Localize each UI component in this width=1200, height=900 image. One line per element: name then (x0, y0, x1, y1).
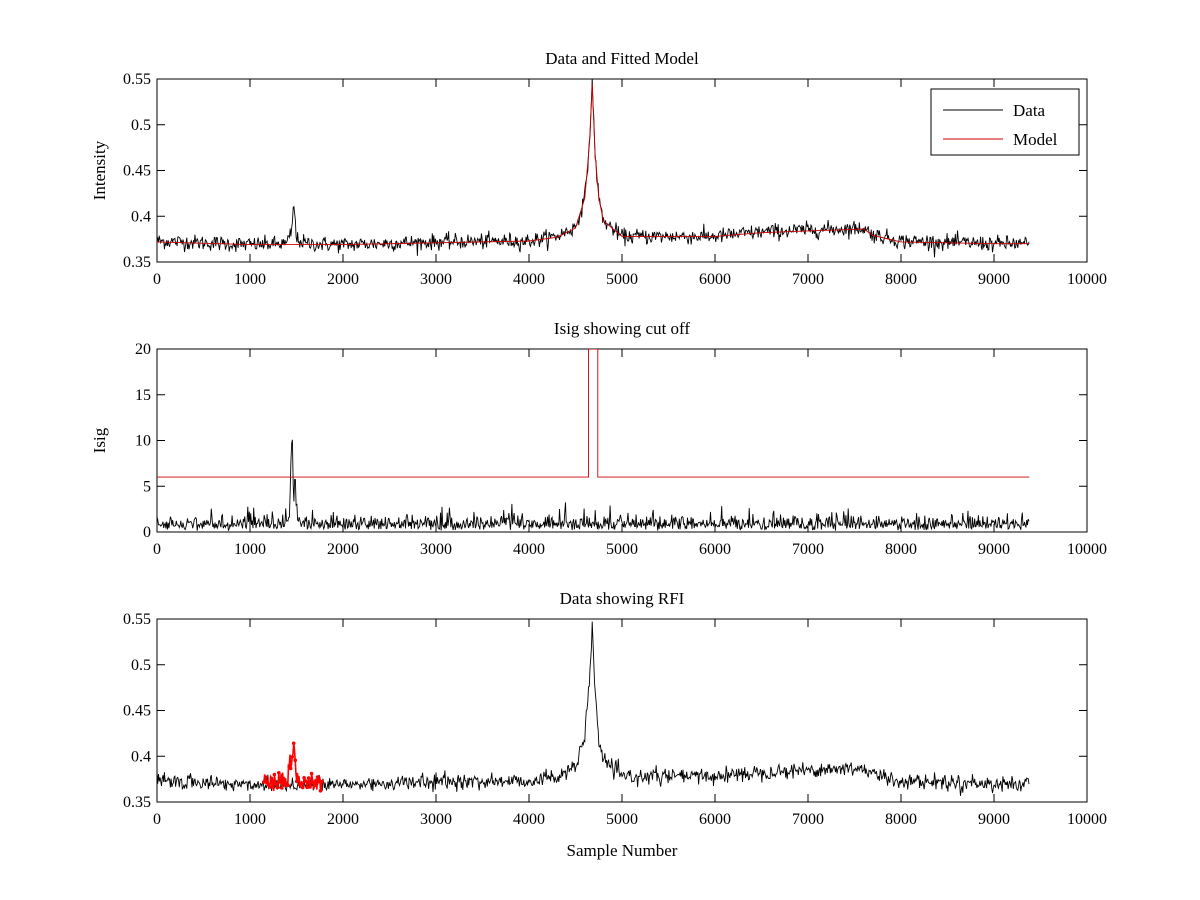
x-tick-label: 4000 (513, 811, 545, 828)
y-tick-label: 0.4 (131, 748, 151, 765)
panel-data-showing-rfi: 0 1000 2000 3000 4000 5000 6000 7000 8000 9000 100… (123, 589, 1107, 860)
rfi-point (277, 771, 281, 775)
rfi-point (272, 772, 277, 777)
x-tick-label: 1000 (234, 271, 266, 288)
y-tick-label: 0.35 (123, 254, 151, 271)
x-tick-label: 6000 (699, 271, 731, 288)
rfi-point (303, 779, 308, 783)
rfi-point (275, 785, 280, 790)
legend-label-model: Model (1013, 130, 1058, 149)
x-tick-label: 6000 (699, 811, 731, 828)
rfi-point (305, 785, 309, 789)
rfi-point (320, 779, 324, 784)
y-axis-label: Isig (90, 427, 109, 453)
rfi-point (317, 777, 321, 782)
rfi-point (283, 780, 287, 785)
x-tick-label: 6000 (699, 541, 731, 558)
x-tick-label: 1000 (234, 811, 266, 828)
y-tick-label: 5 (143, 478, 151, 495)
series-line-model (157, 83, 1030, 246)
rfi-point (269, 776, 274, 781)
rfi-point (311, 780, 315, 785)
rfi-point (302, 776, 306, 780)
x-tick-label: 4000 (513, 541, 545, 558)
y-tick-label: 0 (143, 524, 151, 541)
chart-title: Data showing RFI (560, 589, 685, 608)
x-tick-label: 9000 (978, 541, 1010, 558)
chart-title: Isig showing cut off (554, 319, 690, 338)
series-line-highlight (263, 743, 323, 792)
x-tick-label: 5000 (606, 541, 638, 558)
rfi-point (309, 771, 314, 776)
panel-isig-showing-cut-off: 0 1000 2000 3000 4000 5000 6000 7000 8000 9000 100… (90, 319, 1107, 558)
rfi-point (274, 782, 278, 786)
x-tick-label: 10000 (1067, 541, 1107, 558)
chart-title: Data and Fitted Model (545, 49, 699, 68)
legend: Data Model (930, 88, 1080, 156)
x-tick-label: 2000 (327, 541, 359, 558)
y-axis-label: Intensity (90, 140, 109, 200)
x-tick-label: 1000 (234, 541, 266, 558)
rfi-point (268, 785, 272, 789)
x-tick-label: 7000 (792, 811, 824, 828)
x-tick-label: 3000 (420, 541, 452, 558)
y-tick-label: 0.4 (131, 208, 151, 225)
x-tick-label: 0 (153, 271, 161, 288)
x-tick-label: 3000 (420, 811, 452, 828)
x-tick-label: 10000 (1067, 271, 1107, 288)
y-tick-label: 20 (135, 341, 151, 358)
rfi-point (314, 778, 318, 783)
panel-data-and-fitted-model: 0 1000 2000 3000 4000 5000 6000 7000 8000 9000 100… (90, 49, 1107, 288)
rfi-point (271, 779, 275, 783)
y-tick-label: 10 (135, 433, 151, 450)
y-tick-label: 0.5 (131, 657, 151, 674)
y-tick-label: 0.45 (123, 163, 151, 180)
rfi-point (288, 766, 293, 771)
x-tick-label: 0 (153, 811, 161, 828)
y-tick-label: 0.5 (131, 117, 151, 134)
x-tick-label: 2000 (327, 271, 359, 288)
x-tick-label: 9000 (978, 811, 1010, 828)
y-tick-label: 0.35 (123, 794, 151, 811)
rfi-point (296, 778, 301, 782)
x-tick-label: 10000 (1067, 811, 1107, 828)
x-tick-label: 5000 (606, 271, 638, 288)
rfi-point (306, 776, 311, 780)
x-tick-label: 8000 (885, 271, 917, 288)
rfi-point (286, 783, 290, 788)
x-tick-label: 8000 (885, 541, 917, 558)
y-tick-label: 0.55 (123, 71, 151, 88)
y-tick-label: 0.55 (123, 611, 151, 628)
legend-label-data: Data (1013, 101, 1046, 120)
x-tick-label: 7000 (792, 541, 824, 558)
rfi-point (290, 755, 295, 759)
rfi-point (299, 781, 303, 785)
x-tick-label: 5000 (606, 811, 638, 828)
rfi-point (293, 758, 298, 762)
rfi-point (280, 786, 284, 790)
y-tick-label: 0.45 (123, 703, 151, 720)
series-line-data (157, 439, 1030, 531)
rfi-markers (262, 741, 324, 793)
rfi-point (291, 741, 296, 746)
rfi-point (300, 785, 305, 790)
x-tick-label: 3000 (420, 271, 452, 288)
rfi-point (278, 780, 283, 784)
x-axis-label: Sample Number (567, 841, 678, 860)
series-line-highlight (157, 349, 1030, 478)
x-tick-label: 0 (153, 541, 161, 558)
rfi-point (308, 785, 312, 789)
x-tick-label: 8000 (885, 811, 917, 828)
x-tick-label: 2000 (327, 811, 359, 828)
x-tick-label: 7000 (792, 271, 824, 288)
x-tick-label: 4000 (513, 271, 545, 288)
y-tick-label: 15 (135, 387, 151, 404)
rfi-point (312, 783, 317, 787)
rfi-point (318, 789, 323, 793)
legend-box (930, 88, 1080, 156)
x-tick-label: 9000 (978, 271, 1010, 288)
